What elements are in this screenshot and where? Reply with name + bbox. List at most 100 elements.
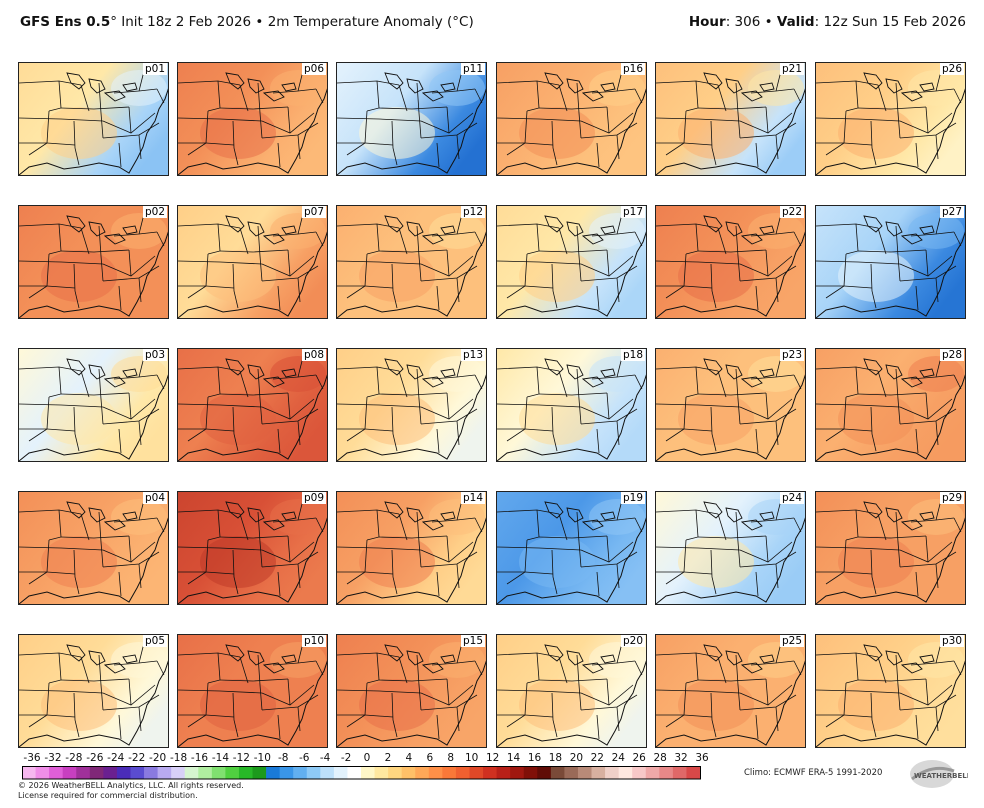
colorbar-swatch bbox=[415, 766, 430, 779]
colorbar-tick-label: -20 bbox=[149, 752, 167, 764]
ensemble-member-panel[interactable]: p11 bbox=[336, 62, 487, 176]
ensemble-member-panel[interactable]: p24 bbox=[655, 491, 806, 605]
member-label: p22 bbox=[779, 206, 804, 218]
colorbar-tick-label: -6 bbox=[298, 752, 310, 764]
anomaly-map bbox=[497, 63, 646, 175]
colorbar-swatch bbox=[347, 766, 362, 779]
ensemble-member-panel[interactable]: p05 bbox=[18, 634, 169, 748]
ensemble-member-panel[interactable]: p18 bbox=[496, 348, 647, 462]
ensemble-member-panel[interactable]: p01 bbox=[18, 62, 169, 176]
colorbar-swatch bbox=[293, 766, 308, 779]
colorbar-swatch bbox=[605, 766, 620, 779]
ensemble-member-panel[interactable]: p03 bbox=[18, 348, 169, 462]
member-label: p11 bbox=[460, 63, 485, 75]
ensemble-member-panel[interactable]: p26 bbox=[815, 62, 966, 176]
member-label: p08 bbox=[301, 349, 326, 361]
anomaly-map bbox=[497, 349, 646, 461]
member-label: p01 bbox=[142, 63, 167, 75]
member-label: p26 bbox=[939, 63, 964, 75]
colorbar-tick-label: 4 bbox=[405, 752, 413, 764]
ensemble-member-panel[interactable]: p17 bbox=[496, 205, 647, 319]
ensemble-member-panel[interactable]: p19 bbox=[496, 491, 647, 605]
member-label: p05 bbox=[142, 635, 167, 647]
colorbar-tick-label: 22 bbox=[590, 752, 604, 764]
anomaly-map bbox=[497, 635, 646, 747]
member-label: p29 bbox=[939, 492, 964, 504]
colorbar-tick-label: 36 bbox=[695, 752, 709, 764]
colorbar-swatch bbox=[374, 766, 389, 779]
ensemble-member-panel[interactable]: p07 bbox=[177, 205, 328, 319]
anomaly-map bbox=[816, 63, 965, 175]
colorbar-swatch bbox=[320, 766, 335, 779]
ensemble-member-panel[interactable]: p28 bbox=[815, 348, 966, 462]
colorbar-swatch bbox=[266, 766, 281, 779]
colorbar-swatch bbox=[198, 766, 213, 779]
ensemble-member-panel[interactable]: p04 bbox=[18, 491, 169, 605]
member-label: p27 bbox=[939, 206, 964, 218]
ensemble-member-panel[interactable]: p13 bbox=[336, 348, 487, 462]
colorbar-tick-label: 26 bbox=[632, 752, 646, 764]
member-label: p16 bbox=[620, 63, 645, 75]
colorbar-swatch bbox=[279, 766, 294, 779]
member-label: p02 bbox=[142, 206, 167, 218]
colorbar-swatch bbox=[116, 766, 131, 779]
ensemble-member-panel[interactable]: p06 bbox=[177, 62, 328, 176]
ensemble-member-panel[interactable]: p02 bbox=[18, 205, 169, 319]
ensemble-member-panel[interactable]: p12 bbox=[336, 205, 487, 319]
colorbar-swatch bbox=[388, 766, 403, 779]
colorbar-swatch bbox=[523, 766, 538, 779]
ensemble-member-panel[interactable]: p27 bbox=[815, 205, 966, 319]
anomaly-map bbox=[19, 635, 168, 747]
colorbar-swatch bbox=[89, 766, 104, 779]
anomaly-map bbox=[656, 206, 805, 318]
member-label: p12 bbox=[460, 206, 485, 218]
climo-note: Climo: ECMWF ERA-5 1991-2020 bbox=[744, 768, 883, 778]
ensemble-member-panel[interactable]: p25 bbox=[655, 634, 806, 748]
anomaly-map bbox=[656, 63, 805, 175]
colorbar-tick-label: 6 bbox=[426, 752, 434, 764]
ensemble-member-panel[interactable]: p23 bbox=[655, 348, 806, 462]
ensemble-member-panel[interactable]: p08 bbox=[177, 348, 328, 462]
ensemble-member-panel[interactable]: p14 bbox=[336, 491, 487, 605]
colorbar-swatch bbox=[442, 766, 457, 779]
member-label: p20 bbox=[620, 635, 645, 647]
member-label: p28 bbox=[939, 349, 964, 361]
colorbar-tick-label: 0 bbox=[363, 752, 371, 764]
anomaly-map bbox=[656, 349, 805, 461]
ensemble-member-panel[interactable]: p20 bbox=[496, 634, 647, 748]
member-label: p03 bbox=[142, 349, 167, 361]
member-label: p09 bbox=[301, 492, 326, 504]
colorbar-swatch bbox=[225, 766, 240, 779]
colorbar-swatch bbox=[428, 766, 443, 779]
ensemble-member-panel[interactable]: p10 bbox=[177, 634, 328, 748]
anomaly-map bbox=[178, 63, 327, 175]
colorbar-swatch bbox=[184, 766, 199, 779]
ensemble-member-panel[interactable]: p29 bbox=[815, 491, 966, 605]
weatherbell-logo: WEATHERBELL bbox=[910, 760, 968, 788]
colorbar-swatch bbox=[306, 766, 321, 779]
anomaly-map bbox=[19, 492, 168, 604]
ensemble-panel-grid: p01 p06 p11 p16 p21 p26 p02 p07 p12 p17 p22 p27 p03 p… bbox=[18, 62, 966, 748]
colorbar-tick-label: 24 bbox=[611, 752, 625, 764]
member-label: p24 bbox=[779, 492, 804, 504]
colorbar-tick-label: -16 bbox=[190, 752, 209, 764]
ensemble-member-panel[interactable]: p22 bbox=[655, 205, 806, 319]
anomaly-map bbox=[337, 635, 486, 747]
copyright-notice: © 2026 WeatherBELL Analytics, LLC. All r… bbox=[18, 781, 244, 800]
member-label: p15 bbox=[460, 635, 485, 647]
anomaly-map bbox=[178, 206, 327, 318]
colorbar-swatch bbox=[361, 766, 375, 779]
anomaly-map bbox=[497, 492, 646, 604]
colorbar-swatch bbox=[537, 766, 552, 779]
ensemble-member-panel[interactable]: p09 bbox=[177, 491, 328, 605]
member-label: p13 bbox=[460, 349, 485, 361]
colorbar-swatch bbox=[591, 766, 606, 779]
ensemble-member-panel[interactable]: p21 bbox=[655, 62, 806, 176]
anomaly-map bbox=[337, 492, 486, 604]
ensemble-member-panel[interactable]: p16 bbox=[496, 62, 647, 176]
colorbar-swatch bbox=[632, 766, 647, 779]
member-label: p10 bbox=[301, 635, 326, 647]
member-label: p25 bbox=[779, 635, 804, 647]
ensemble-member-panel[interactable]: p15 bbox=[336, 634, 487, 748]
ensemble-member-panel[interactable]: p30 bbox=[815, 634, 966, 748]
